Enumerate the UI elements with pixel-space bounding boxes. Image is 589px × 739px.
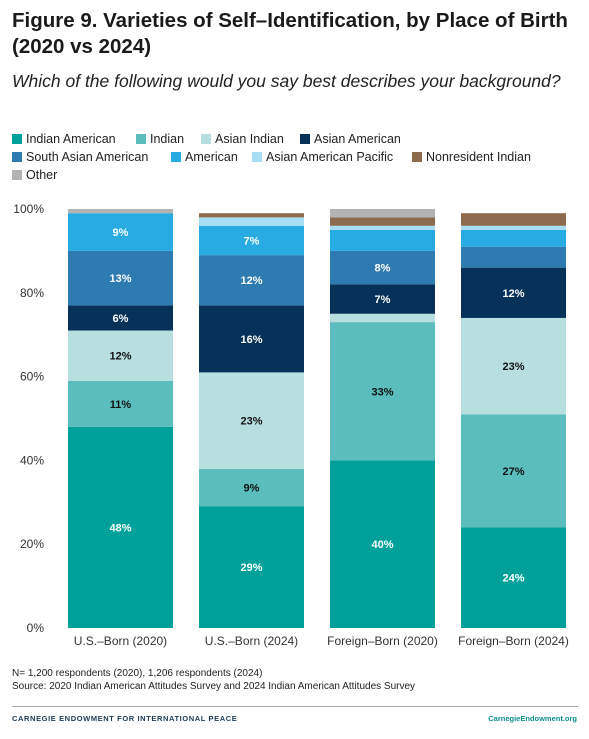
footer-notes: N= 1,200 respondents (2020), 1,206 respo… xyxy=(12,667,415,693)
data-label: 16% xyxy=(240,334,262,346)
data-label: 12% xyxy=(502,288,524,300)
legend-item: American xyxy=(171,150,238,164)
source-note: Source: 2020 Indian American Attitudes S… xyxy=(12,681,416,692)
data-label: 48% xyxy=(109,522,131,534)
legend-label: South Asian American xyxy=(26,150,149,164)
legend-item: Other xyxy=(12,168,57,182)
bar-segment xyxy=(199,225,304,256)
bar-segment xyxy=(199,305,304,373)
bar-segment xyxy=(461,317,566,415)
bar-segment xyxy=(461,213,566,226)
data-label: 7% xyxy=(375,294,391,306)
legend-swatch xyxy=(12,134,22,144)
bar-segment xyxy=(68,213,173,251)
data-label: 8% xyxy=(375,263,391,275)
data-label: 12% xyxy=(240,275,262,287)
y-tick-label: 60% xyxy=(20,370,44,384)
bar-segment xyxy=(461,527,566,628)
legend-label: Asian American Pacific xyxy=(266,150,394,164)
legend-swatch xyxy=(201,134,211,144)
legend-swatch xyxy=(12,152,22,162)
bar-segment xyxy=(330,217,435,226)
y-tick-label: 100% xyxy=(13,202,44,216)
bar-segment xyxy=(68,250,173,306)
data-label: 7% xyxy=(244,235,260,247)
data-label: 27% xyxy=(502,466,524,478)
legend-label: American xyxy=(185,150,238,164)
bar-segment xyxy=(330,209,435,218)
x-category-label: Foreign–Born (2020) xyxy=(327,634,438,648)
bar-segment xyxy=(68,330,173,381)
bar-segment xyxy=(330,322,435,461)
bar-segment xyxy=(199,213,304,218)
data-label: 13% xyxy=(109,273,131,285)
legend-item: Indian xyxy=(136,132,184,146)
bar-segment xyxy=(461,267,566,318)
organization-name: CARNEGIE ENDOWMENT FOR INTERNATIONAL PEA… xyxy=(12,714,238,723)
bar-segment xyxy=(330,229,435,251)
website-link[interactable]: CarnegieEndowment.org xyxy=(488,714,577,723)
bar-segment xyxy=(461,229,566,247)
bar-segment xyxy=(330,313,435,323)
legend-item: South Asian American xyxy=(12,150,148,164)
bar-segment xyxy=(199,506,304,628)
footer-divider xyxy=(12,706,578,707)
legend-label: Indian xyxy=(150,132,185,146)
legend-label: Nonresident Indian xyxy=(426,150,531,164)
bar-segment xyxy=(199,217,304,226)
y-tick-label: 80% xyxy=(20,286,44,300)
bar-segment xyxy=(330,225,435,230)
bar-segment xyxy=(199,468,304,507)
legend-item: Asian Indian xyxy=(201,132,284,146)
legend-swatch xyxy=(412,152,422,162)
legend-swatch xyxy=(12,170,22,180)
legend-swatch xyxy=(252,152,262,162)
chart-subtitle: Which of the following would you say bes… xyxy=(12,71,561,91)
bar-segment xyxy=(330,284,435,314)
x-category-label: Foreign–Born (2024) xyxy=(458,634,569,648)
legend-swatch xyxy=(171,152,181,162)
chart-title: Figure 9. Varieties of Self–Identificati… xyxy=(12,9,568,58)
bar-segment xyxy=(461,414,566,528)
bar-segment xyxy=(68,380,173,427)
data-label: 12% xyxy=(109,351,131,363)
bar-segment xyxy=(68,426,173,628)
bar-segment xyxy=(461,246,566,268)
legend-item: Nonresident Indian xyxy=(412,150,531,164)
y-tick-label: 20% xyxy=(20,537,44,551)
legend-item: Asian American xyxy=(300,132,401,146)
legend-swatch xyxy=(136,134,146,144)
bar-segment xyxy=(199,372,304,469)
y-tick-label: 40% xyxy=(20,453,44,467)
stacked-bar-chart: 0% 20% 40% 60% 80% 100% 48% 11% 12% 6% 13% 9% U.S.–B… xyxy=(13,202,569,648)
legend-item: Asian American Pacific xyxy=(252,150,393,164)
data-label: 23% xyxy=(240,416,262,428)
legend-label: Indian American xyxy=(26,132,116,146)
legend-swatch xyxy=(300,134,310,144)
data-label: 9% xyxy=(244,483,260,495)
bar-segment xyxy=(68,305,173,331)
legend-label: Asian American xyxy=(314,132,401,146)
bar-segment xyxy=(68,209,173,214)
bar-segment xyxy=(330,250,435,285)
bar-segment xyxy=(461,225,566,230)
sample-size-note: N= 1,200 respondents (2020), 1,206 respo… xyxy=(12,668,263,679)
legend-label: Other xyxy=(26,168,58,182)
legend-label: Asian Indian xyxy=(215,132,284,146)
data-label: 33% xyxy=(371,386,393,398)
y-tick-label: 0% xyxy=(27,621,45,635)
data-label: 24% xyxy=(502,573,524,585)
bar-segment xyxy=(330,460,435,628)
bar-segment xyxy=(199,255,304,306)
data-label: 6% xyxy=(113,313,129,325)
legend-item: Indian American xyxy=(12,132,116,146)
x-category-label: U.S.–Born (2024) xyxy=(205,634,298,648)
x-category-label: U.S.–Born (2020) xyxy=(74,634,167,648)
data-label: 23% xyxy=(502,361,524,373)
data-label: 11% xyxy=(110,399,132,411)
data-label: 40% xyxy=(371,539,393,551)
data-label: 29% xyxy=(240,562,262,574)
data-label: 9% xyxy=(113,227,129,239)
